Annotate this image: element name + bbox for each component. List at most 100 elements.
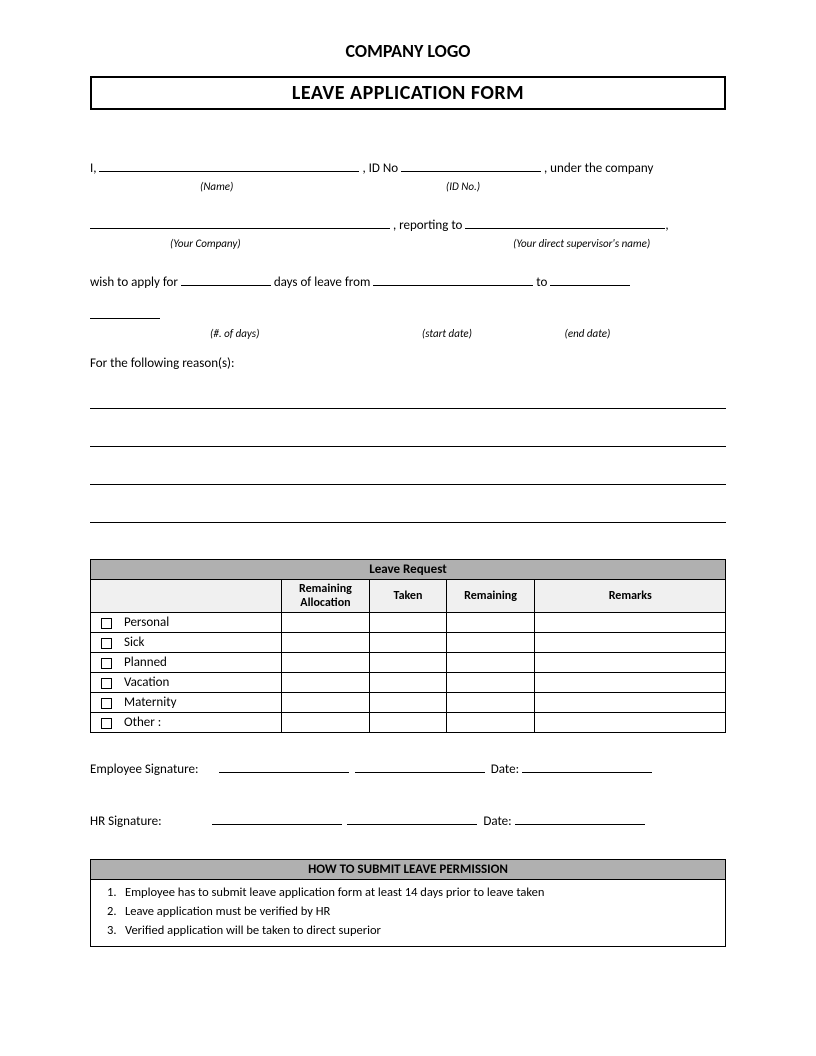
howto-text: Leave application must be verified by HR [125, 904, 330, 919]
employee-signature-blank-1[interactable] [219, 759, 349, 773]
checkbox-icon[interactable] [101, 678, 112, 689]
hr-signature-row: HR Signature: Date: [90, 811, 726, 829]
table-row: Sick [91, 633, 726, 653]
cell[interactable] [370, 653, 446, 673]
to-label: to [536, 275, 547, 290]
howto-item: 2. Leave application must be verified by… [99, 903, 717, 922]
checkbox-icon[interactable] [101, 718, 112, 729]
table-row: Personal [91, 613, 726, 633]
blank-start-date[interactable] [373, 272, 533, 286]
blank-end-date-cont[interactable] [90, 305, 160, 319]
hint-end: (end date) [565, 327, 611, 340]
col-remarks: Remarks [535, 580, 726, 613]
under-company: , under the company [544, 161, 653, 176]
hint-supervisor: (Your direct supervisor's name) [513, 237, 650, 250]
cell[interactable] [446, 653, 535, 673]
leave-type: Vacation [124, 675, 169, 690]
reason-line-2[interactable] [90, 429, 726, 447]
blank-supervisor[interactable] [465, 215, 665, 229]
hints-row-3: (#. of days) (start date) (end date) [90, 327, 726, 340]
hr-date-blank[interactable] [515, 811, 645, 825]
table-row: Maternity [91, 693, 726, 713]
cell[interactable] [535, 653, 726, 673]
cell[interactable] [281, 653, 370, 673]
howto-item: 3. Verified application will be taken to… [99, 922, 717, 941]
cell[interactable] [446, 713, 535, 733]
hint-name: (Name) [200, 180, 233, 193]
blank-idno[interactable] [401, 158, 541, 172]
table-row: Planned [91, 653, 726, 673]
hr-signature-blank-2[interactable] [347, 811, 477, 825]
cell[interactable] [370, 713, 446, 733]
cell[interactable] [281, 713, 370, 733]
cell[interactable] [281, 673, 370, 693]
cell[interactable] [370, 613, 446, 633]
wish-apply: wish to apply for [90, 275, 178, 290]
howto-title: HOW TO SUBMIT LEAVE PERMISSION [91, 860, 725, 880]
blank-end-date[interactable] [550, 272, 630, 286]
hint-company: (Your Company) [170, 237, 241, 250]
howto-text: Employee has to submit leave application… [125, 885, 544, 900]
date-label: Date: [483, 814, 511, 829]
leave-type: Personal [124, 615, 169, 630]
reason-line-3[interactable] [90, 467, 726, 485]
col-remaining-alloc: Remaining Allocation [281, 580, 370, 613]
cell[interactable] [535, 693, 726, 713]
checkbox-icon[interactable] [101, 618, 112, 629]
cell[interactable] [446, 673, 535, 693]
prefix-i: I, [90, 161, 97, 176]
date-label: Date: [491, 762, 519, 777]
leave-type: Planned [124, 655, 167, 670]
reason-label: For the following reason(s): [90, 356, 726, 371]
howto-item: 1. Employee has to submit leave applicat… [99, 884, 717, 903]
reporting-to: , reporting to [393, 218, 462, 233]
cell[interactable] [535, 673, 726, 693]
comma: , [665, 218, 668, 233]
table-row: Other : [91, 713, 726, 733]
hint-start: (start date) [422, 327, 472, 340]
employee-signature-blank-2[interactable] [355, 759, 485, 773]
form-title: LEAVE APPLICATION FORM [90, 76, 726, 110]
table-header-row: Remaining Allocation Taken Remaining Rem… [91, 580, 726, 613]
employee-signature-row: Employee Signature: Date: [90, 759, 726, 777]
checkbox-icon[interactable] [101, 658, 112, 669]
cell[interactable] [446, 693, 535, 713]
company-logo: COMPANY LOGO [90, 40, 726, 62]
checkbox-icon[interactable] [101, 698, 112, 709]
howto-box: HOW TO SUBMIT LEAVE PERMISSION 1. Employ… [90, 859, 726, 947]
employee-date-blank[interactable] [522, 759, 652, 773]
hr-signature-blank-1[interactable] [212, 811, 342, 825]
cell[interactable] [535, 713, 726, 733]
col-taken: Taken [370, 580, 446, 613]
table-title: Leave Request [91, 560, 726, 580]
hints-row-2: (Your Company) (Your direct supervisor's… [90, 237, 726, 250]
statement-line-3: wish to apply for days of leave from to [90, 266, 726, 300]
blank-name[interactable] [99, 158, 359, 172]
cell[interactable] [281, 633, 370, 653]
cell[interactable] [370, 673, 446, 693]
hr-signature-label: HR Signature: [90, 814, 162, 829]
employee-signature-label: Employee Signature: [90, 762, 198, 777]
reason-line-1[interactable] [90, 391, 726, 409]
cell[interactable] [370, 633, 446, 653]
col-blank [91, 580, 282, 613]
checkbox-icon[interactable] [101, 638, 112, 649]
leave-request-table: Leave Request Remaining Allocation Taken… [90, 559, 726, 733]
cell[interactable] [370, 693, 446, 713]
leave-type: Maternity [124, 695, 177, 710]
cell[interactable] [535, 613, 726, 633]
days-of-leave: days of leave from [274, 275, 371, 290]
cell[interactable] [281, 693, 370, 713]
leave-type: Sick [124, 635, 144, 650]
hint-idno: (ID No.) [446, 180, 480, 193]
reason-line-4[interactable] [90, 505, 726, 523]
cell[interactable] [446, 633, 535, 653]
cell[interactable] [446, 613, 535, 633]
blank-company[interactable] [90, 215, 390, 229]
leave-type: Other : [124, 715, 161, 730]
howto-body: 1. Employee has to submit leave applicat… [91, 880, 725, 946]
cell[interactable] [535, 633, 726, 653]
hint-days: (#. of days) [210, 327, 259, 340]
blank-days[interactable] [181, 272, 271, 286]
cell[interactable] [281, 613, 370, 633]
